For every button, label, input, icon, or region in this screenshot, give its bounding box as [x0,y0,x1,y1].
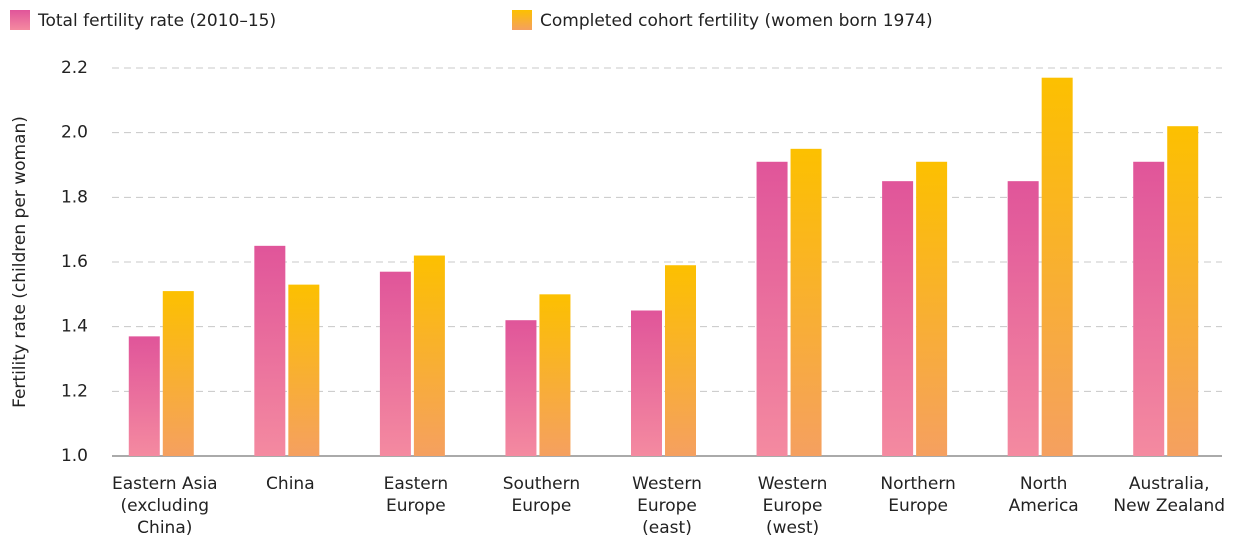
legend-swatch [10,10,30,30]
bar [665,265,696,456]
bar [505,320,537,456]
bar [916,161,948,456]
x-tick-label: Eastern Asia (excluding China) [112,474,218,538]
x-tick-label: China [266,474,315,494]
x-tick-label: Australia, New Zealand [1113,474,1225,516]
y-tick-label: 1.4 [61,317,88,337]
y-tick-label: 1.0 [61,446,88,466]
bar [539,294,571,456]
x-tick-label: Western Europe (west) [758,474,828,538]
bar [1007,181,1039,456]
bar [882,181,914,456]
bar [1133,161,1165,456]
bar [162,291,194,456]
bar [288,284,320,456]
bar [379,271,411,456]
bar [254,245,286,456]
y-tick-label: 1.8 [61,187,88,207]
y-tick-label: 1.2 [61,381,88,401]
legend-label: Total fertility rate (2010–15) [37,11,276,31]
y-axis-label: Fertility rate (children per woman) [10,116,30,408]
x-tick-label: Western Europe (east) [632,474,702,538]
bar [790,148,822,457]
bar [1167,126,1199,456]
bar [756,161,788,456]
y-tick-label: 2.0 [61,123,88,143]
bar [128,336,160,456]
bar [1041,77,1073,456]
legend-label: Completed cohort fertility (women born 1… [540,11,933,31]
x-tick-label: North America [1009,474,1079,516]
x-tick-label: Eastern Europe [384,474,449,516]
y-tick-label: 2.2 [61,58,88,78]
x-tick-label: Northern Europe [880,474,955,516]
x-tick-label: Southern Europe [503,474,580,516]
legend-swatch [512,10,532,30]
y-tick-label: 1.6 [61,252,88,272]
bar [413,255,445,456]
bar [631,310,662,456]
